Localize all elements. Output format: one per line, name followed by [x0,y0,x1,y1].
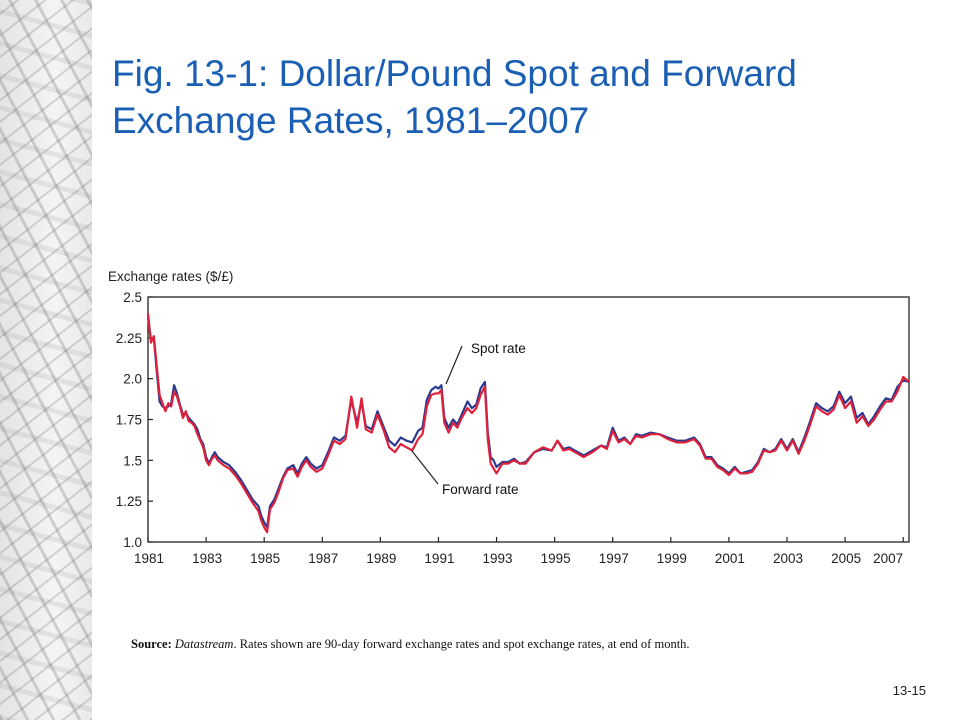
spot-rate-label: Spot rate [471,341,526,356]
x-tick-label: 2005 [831,551,861,566]
marble-sidebar [0,0,92,720]
exchange-rate-chart: Exchange rates ($/£) 1.0 1.25 1.5 1.75 2.0 2.… [108,269,910,566]
source-label: Source: [131,637,172,651]
x-axis: 1981 1983 1985 1987 1989 1991 1993 1995 1997 1999… [134,537,904,566]
source-name: Datastream [174,637,234,651]
y-tick-label: 2.25 [116,331,142,346]
x-tick-label: 2001 [715,551,745,566]
spot-rate-line [146,316,910,529]
y-axis-label: Exchange rates ($/£) [108,269,233,284]
x-tick-label: 2007 [873,551,903,566]
y-tick-label: 1.75 [116,413,142,428]
y-axis: 1.0 1.25 1.5 1.75 2.0 2.25 2.5 [116,290,153,550]
plot-frame [147,296,910,543]
source-note: Source: Datastream. Rates shown are 90-d… [131,637,931,652]
x-tick-label: 1999 [657,551,687,566]
slide-title: Fig. 13-1: Dollar/Pound Spot and Forward… [112,53,797,141]
x-tick-label: 1987 [308,551,338,566]
x-tick-label: 1983 [192,551,222,566]
x-tick-label: 1995 [541,551,571,566]
x-tick-label: 2003 [773,551,803,566]
x-tick-label: 1991 [424,551,454,566]
spot-rate-leader [445,345,463,385]
series-lines [146,313,910,534]
source-description: . Rates shown are 90-day forward exchang… [233,637,690,651]
y-tick-label: 1.25 [116,494,142,509]
x-tick-label: 1981 [134,551,164,566]
y-tick-label: 1.5 [123,453,142,468]
y-tick-label: 1.0 [123,535,142,550]
y-tick-label: 2.5 [123,290,142,305]
forward-rate-leader [411,450,439,485]
x-tick-label: 1993 [483,551,513,566]
x-tick-label: 1989 [366,551,396,566]
y-tick-label: 2.0 [123,372,142,387]
x-tick-label: 1985 [250,551,280,566]
forward-rate-label: Forward rate [442,482,519,497]
chart-annotations: Spot rate Forward rate [411,341,526,497]
forward-rate-line [146,313,910,534]
slide-number: 13-15 [892,683,926,698]
x-tick-label: 1997 [599,551,629,566]
